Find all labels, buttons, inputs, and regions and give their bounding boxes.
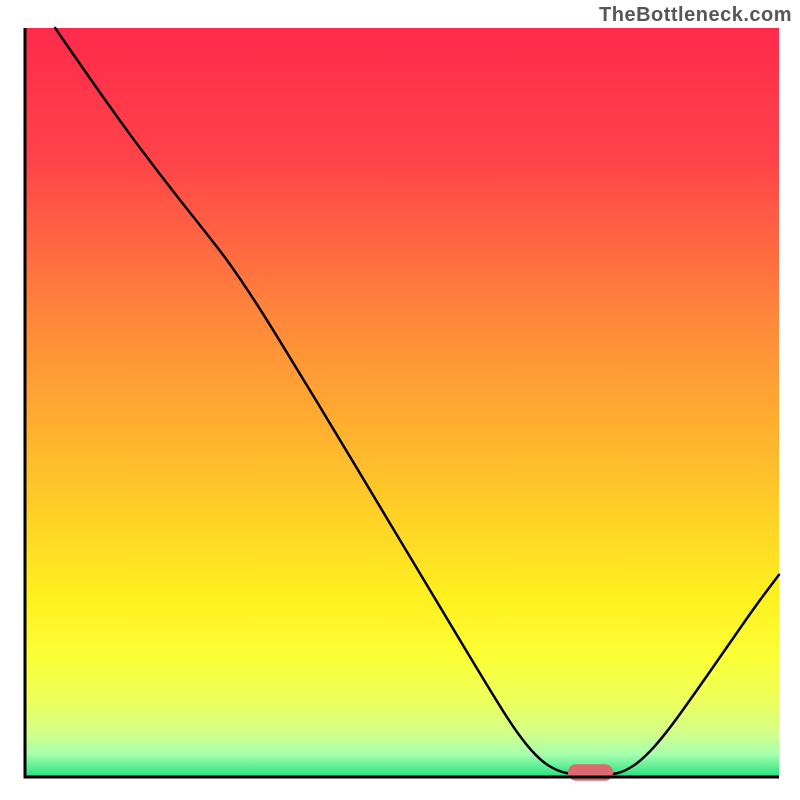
bottleneck-chart [0, 0, 800, 800]
plot-background [25, 28, 779, 777]
